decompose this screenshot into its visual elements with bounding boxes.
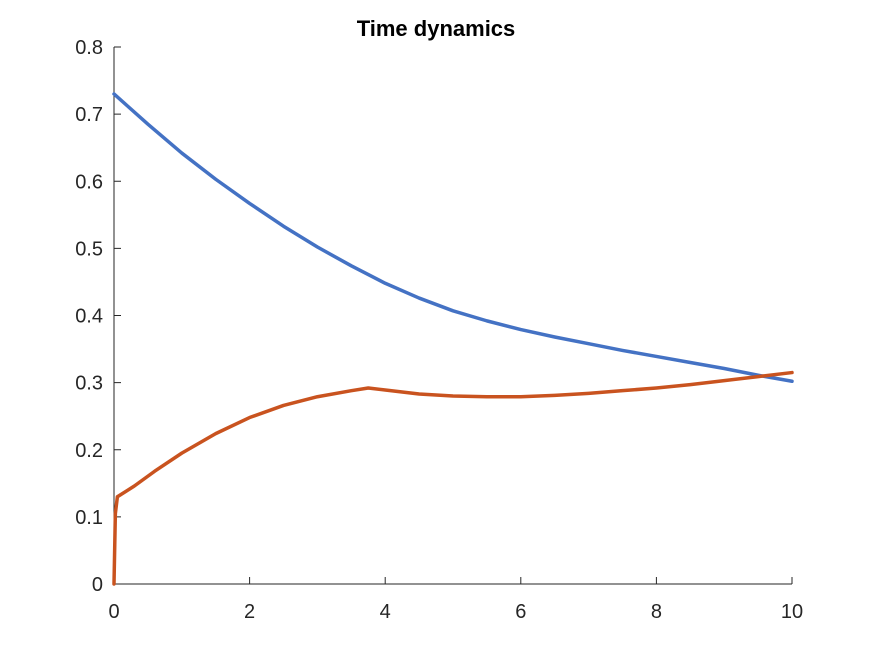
series-line-1 bbox=[112, 92, 794, 384]
series-group bbox=[112, 92, 794, 586]
series-line-2 bbox=[112, 370, 794, 586]
chart-title: Time dynamics bbox=[357, 16, 516, 41]
x-tick-label: 4 bbox=[380, 601, 391, 623]
y-tick-label: 0.6 bbox=[75, 171, 103, 193]
y-ticks: 0 0.1 0.2 0.3 0.4 0.5 0.6 0.7 0.8 bbox=[75, 37, 121, 596]
x-tick-label: 8 bbox=[651, 601, 662, 623]
x-tick-label: 2 bbox=[244, 601, 255, 623]
y-tick-label: 0.5 bbox=[75, 238, 103, 260]
y-tick-label: 0.7 bbox=[75, 104, 103, 126]
y-tick-label: 0.4 bbox=[75, 306, 103, 328]
x-tick-label: 10 bbox=[781, 601, 803, 623]
y-tick-label: 0.8 bbox=[75, 37, 103, 59]
x-tick-label: 6 bbox=[515, 601, 526, 623]
x-ticks: 0 2 4 6 8 10 bbox=[108, 577, 803, 623]
y-tick-label: 0.2 bbox=[75, 440, 103, 462]
y-tick-label: 0 bbox=[92, 574, 103, 596]
y-tick-label: 0.3 bbox=[75, 373, 103, 395]
x-tick-label: 0 bbox=[108, 601, 119, 623]
y-tick-label: 0.1 bbox=[75, 507, 103, 529]
